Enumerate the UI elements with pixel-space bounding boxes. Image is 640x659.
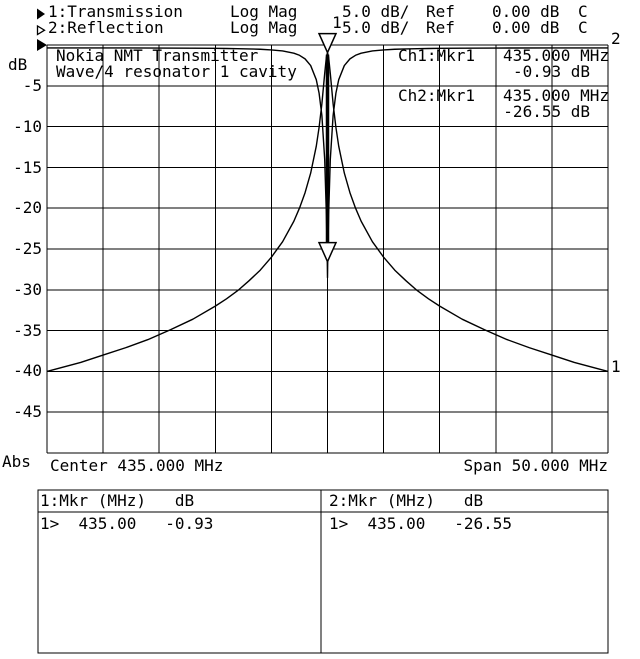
- trace-2-end-label: 2: [611, 29, 621, 48]
- marker-table-left-row: 1> 435.00 -0.93: [40, 514, 214, 533]
- ch2-marker-readout-label: Ch2:Mkr1: [398, 86, 476, 105]
- channel-2-scale: 5.0 dB/: [342, 18, 410, 37]
- channel-1-trace-label: 1:Transmission: [48, 2, 183, 21]
- ch2-marker-frequency: 435.000 MHz: [503, 86, 609, 105]
- marker-1-flag-label: 1: [332, 13, 342, 32]
- y-tick-label: -45: [13, 402, 42, 421]
- channel-2-trace-label: 2:Reflection: [48, 18, 164, 37]
- y-tick-label: -5: [22, 76, 42, 95]
- ref-level-indicator-icon: [37, 39, 47, 51]
- y-axis-bottom-label: Abs: [2, 452, 31, 471]
- y-tick-label: -10: [13, 117, 42, 136]
- channel-1-cal-flag: C: [578, 2, 588, 21]
- ch1-marker-value: -0.93 dB: [512, 62, 590, 81]
- plot-title-line1: Nokia NMT Transmitter: [56, 46, 259, 65]
- channel-2-ref-value: 0.00 dB: [492, 18, 560, 37]
- ch1-marker-frequency: 435.000 MHz: [503, 46, 609, 65]
- channel-1-ref-label: Ref: [426, 2, 455, 21]
- reflection-trace: [47, 47, 608, 279]
- ch2-marker-value: -26.55 dB: [503, 102, 590, 121]
- channel-1-ref-value: 0.00 dB: [492, 2, 560, 21]
- plot-title-line2: Wave/4 resonator 1 cavity: [56, 62, 297, 81]
- marker-table-right-row: 1> 435.00 -26.55: [329, 514, 513, 533]
- y-tick-label: -35: [13, 321, 42, 340]
- channel-2-ref-label: Ref: [426, 18, 455, 37]
- marker1-ch2-arrow-icon: [317, 241, 338, 264]
- ch1-marker-readout-label: Ch1:Mkr1: [398, 46, 476, 65]
- channel-2-cal-flag: C: [578, 18, 588, 37]
- channel-2-format: Log Mag: [230, 18, 298, 37]
- marker-table-right-header: 2:Mkr (MHz) dB: [329, 491, 484, 510]
- x-axis-span-label: Span 50.000 MHz: [463, 456, 609, 475]
- trace-1-end-label: 1: [611, 357, 621, 376]
- y-tick-label: -30: [13, 280, 42, 299]
- channel-1-scale: 5.0 dB/: [342, 2, 410, 21]
- y-tick-label: -20: [13, 198, 42, 217]
- y-tick-label: -40: [13, 361, 42, 380]
- marker-table-left-header: 1:Mkr (MHz) dB: [40, 491, 195, 510]
- y-tick-label: -15: [13, 158, 42, 177]
- y-tick-label: -25: [13, 239, 42, 258]
- x-axis-center-label: Center 435.000 MHz: [50, 456, 224, 475]
- marker-table-border: [37, 489, 609, 654]
- channel-1-format: Log Mag: [230, 2, 298, 21]
- channel-2-indicator-icon: [36, 23, 46, 36]
- marker1-ch1-arrow-icon: [317, 32, 338, 55]
- y-axis-unit-label: dB: [8, 55, 28, 74]
- channel-1-active-indicator-icon: [36, 7, 46, 20]
